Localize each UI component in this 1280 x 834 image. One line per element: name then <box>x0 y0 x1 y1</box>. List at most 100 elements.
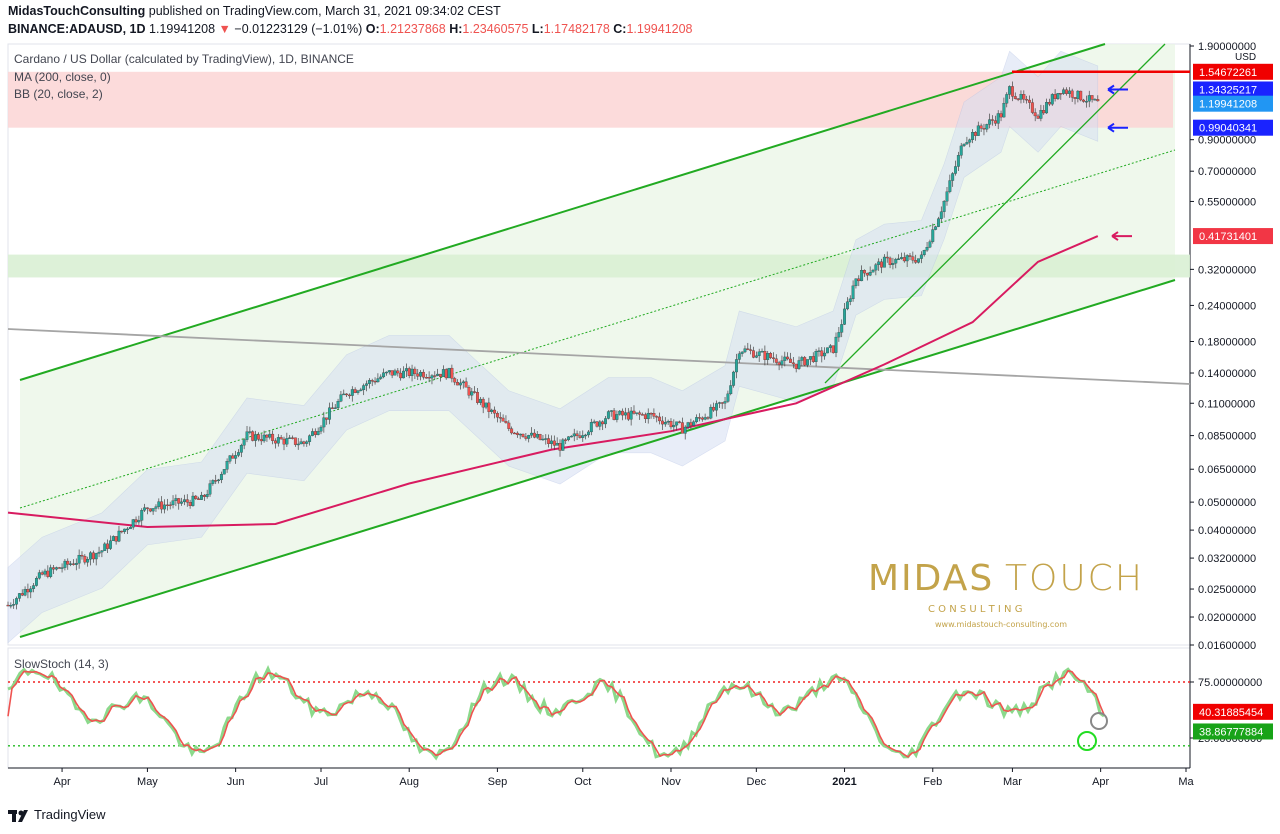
candle-body <box>430 375 434 379</box>
channel-mid-line[interactable] <box>19 149 1176 509</box>
candle-body <box>871 269 875 273</box>
candle-body <box>959 145 963 156</box>
candle-body <box>874 264 878 271</box>
candle-body <box>897 258 901 260</box>
candle-body <box>931 229 935 242</box>
candle-body <box>276 437 280 444</box>
candle-body <box>296 443 300 446</box>
candle-body <box>94 553 98 560</box>
candle-body <box>140 510 144 521</box>
candle-body <box>416 373 420 377</box>
channel-upper-line[interactable] <box>19 43 1106 381</box>
candle-body <box>26 589 30 593</box>
low-value: 1.17482178 <box>543 22 610 36</box>
stoch-d-line[interactable] <box>7 669 1105 758</box>
candle-body <box>410 368 414 376</box>
price-change: −0.01223129 (−1.01%) <box>234 22 363 36</box>
candle-body <box>993 120 997 124</box>
candle-body <box>604 418 607 425</box>
candle-body <box>123 528 127 532</box>
candle-body <box>174 498 178 501</box>
candle-body <box>826 347 829 354</box>
candle-body <box>316 431 320 435</box>
candle-body <box>495 413 499 418</box>
candle-body <box>948 180 952 192</box>
candle-body <box>382 372 386 378</box>
candle-body <box>387 370 391 373</box>
candle-body <box>336 401 340 408</box>
candle-body <box>83 555 87 563</box>
candle-body <box>63 560 67 568</box>
candle-body <box>800 357 804 361</box>
candle-body <box>697 417 701 419</box>
price-tick-label: 0.02000000 <box>1198 612 1256 624</box>
candle-body <box>587 431 590 436</box>
candle-body <box>936 218 940 227</box>
candle-body <box>251 431 255 441</box>
candle-body <box>402 370 405 379</box>
candle-body <box>214 480 218 482</box>
price-tick-label: 0.18000000 <box>1198 337 1256 349</box>
candle-body <box>655 416 659 418</box>
candle-body <box>902 257 906 262</box>
high-value: 1.23460575 <box>462 22 529 36</box>
candle-body <box>717 402 721 404</box>
channel-lower-line[interactable] <box>19 279 1176 638</box>
candle-body <box>145 507 149 509</box>
price-tick-label: 0.14000000 <box>1198 368 1256 380</box>
candle-body <box>845 301 849 310</box>
candle-body <box>615 414 619 420</box>
time-tick-label: Sep <box>488 776 508 788</box>
candle-body <box>231 455 235 459</box>
candle-body <box>675 421 679 426</box>
ma-200-line[interactable] <box>7 235 1099 529</box>
stoch-value-label: 38.86777884 <box>1199 726 1263 738</box>
candle-body <box>979 125 983 129</box>
long-term-trend-line[interactable] <box>7 328 1191 385</box>
candle-body <box>737 353 741 360</box>
candle-body <box>567 436 570 441</box>
stoch-k-line[interactable] <box>7 664 1105 761</box>
watermark-word2: TOUCH <box>1005 558 1144 599</box>
candle-body <box>757 351 761 356</box>
candle-body <box>299 441 303 445</box>
candle-body <box>911 256 915 261</box>
candle-body <box>1087 95 1091 102</box>
steep-trend-line[interactable] <box>824 43 1166 384</box>
candle-body <box>97 551 101 554</box>
stoch-pane[interactable] <box>7 647 1191 769</box>
candle-body <box>999 113 1003 118</box>
candle-body <box>766 353 770 360</box>
candle-body <box>746 348 750 350</box>
candle-body <box>498 417 502 419</box>
candle-body <box>743 348 747 353</box>
candle-body <box>558 443 562 451</box>
candle-body <box>40 572 44 575</box>
price-tick-label: 0.55000000 <box>1198 196 1256 208</box>
stoch-legend[interactable]: SlowStoch (14, 3) <box>14 657 109 671</box>
price-label: 1.19941208 <box>1199 99 1257 111</box>
arrow-left-icon <box>1111 231 1132 241</box>
candle-body <box>922 250 926 256</box>
candle-body <box>820 350 824 357</box>
candle-body <box>114 536 118 542</box>
candle-body <box>168 504 172 507</box>
candle-body <box>712 406 716 411</box>
price-label-tag <box>1193 119 1273 136</box>
ma-legend[interactable]: MA (200, close, 0) <box>14 70 111 84</box>
candle-body <box>951 173 955 181</box>
candle-body <box>1079 90 1083 101</box>
candle-body <box>367 380 371 384</box>
price-tick-label: 0.04000000 <box>1198 525 1256 537</box>
candle-body <box>843 308 847 325</box>
candle-body <box>589 422 593 433</box>
price-tick-label: 0.32000000 <box>1198 264 1256 276</box>
candle-body <box>1050 94 1054 105</box>
candle-body <box>723 401 727 404</box>
symbol-info-bar: BINANCE:ADAUSD, 1D 1.19941208 ▼ −0.01223… <box>8 22 693 36</box>
bb-legend[interactable]: BB (20, close, 2) <box>14 87 103 101</box>
candle-body <box>683 426 687 434</box>
candle-body <box>1042 110 1046 114</box>
candle-body <box>256 434 260 440</box>
